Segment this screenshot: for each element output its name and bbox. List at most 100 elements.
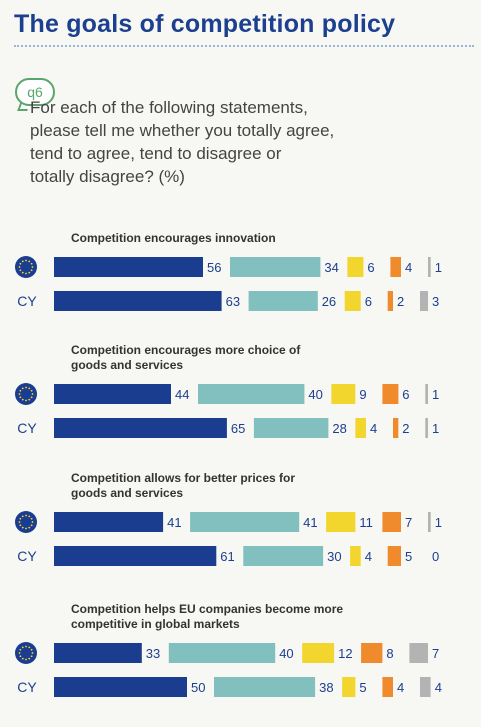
eu-flag-icon — [15, 642, 37, 664]
data-label-dont-know: 1 — [432, 387, 439, 402]
eu-flag-star — [21, 515, 24, 518]
question-badge: q6 — [15, 78, 55, 106]
row-label: CY — [17, 420, 37, 436]
data-label-tend-to-disagree: 6 — [365, 294, 372, 309]
eu-flag-star — [28, 398, 31, 401]
eu-flag-star — [28, 515, 31, 518]
data-label-dont-know: 1 — [432, 421, 439, 436]
data-label-tend-to-agree: 41 — [303, 515, 317, 530]
bar-segment-tend-to-agree — [214, 677, 316, 697]
bar-segment-totally-disagree — [382, 512, 401, 532]
eu-flag-star — [25, 658, 27, 661]
bar-segment-totally-agree — [54, 643, 142, 663]
data-label-totally-disagree: 4 — [405, 260, 412, 275]
data-label-totally-disagree: 5 — [405, 549, 412, 564]
data-label-totally-agree: 50 — [191, 680, 205, 695]
eu-flag-star — [28, 387, 31, 390]
bar-segment-totally-disagree — [390, 257, 401, 277]
eu-flag-star — [25, 514, 27, 517]
eu-flag-star — [25, 527, 27, 530]
bar-segment-tend-to-agree — [253, 418, 329, 438]
bar-segment-tend-to-agree — [190, 512, 300, 532]
bar-segment-totally-agree — [54, 418, 227, 438]
eu-flag-star — [31, 393, 34, 395]
bar-segment-totally-agree — [54, 677, 187, 697]
data-label-dont-know: 4 — [435, 680, 442, 695]
bar-segment-dont-know — [425, 418, 428, 438]
row-label: CY — [17, 548, 37, 564]
data-label-totally-disagree: 8 — [386, 646, 393, 661]
bar-segment-totally-agree — [54, 512, 164, 532]
eu-flag-star — [28, 657, 31, 660]
bar-segment-dont-know — [428, 512, 431, 532]
data-label-tend-to-agree: 38 — [319, 680, 333, 695]
eu-flag-star — [30, 396, 33, 399]
eu-flag-star — [30, 262, 33, 265]
eu-flag-star — [18, 652, 21, 654]
bar-segment-totally-disagree — [387, 546, 401, 566]
eu-flag-star — [19, 524, 22, 527]
data-label-dont-know: 7 — [432, 646, 439, 661]
statement-label: Competition encourages innovation — [71, 231, 276, 245]
bar-segment-totally-agree — [54, 291, 222, 311]
statement-label: Competition encourages more choice of goo… — [71, 343, 301, 372]
data-label-dont-know: 0 — [432, 549, 439, 564]
eu-flag-star — [30, 524, 33, 527]
page-title: The goals of competition policy — [14, 10, 396, 38]
eu-flag-star — [21, 526, 24, 529]
eu-flag-icon — [15, 383, 37, 405]
bar-segment-tend-to-disagree — [344, 291, 361, 311]
data-label-totally-disagree: 2 — [397, 294, 404, 309]
bar-segment-dont-know — [428, 257, 431, 277]
bar-segment-dont-know — [409, 643, 428, 663]
data-label-tend-to-agree: 40 — [308, 387, 322, 402]
bar-segment-tend-to-agree — [243, 546, 324, 566]
bar-segment-dont-know — [425, 384, 428, 404]
data-label-tend-to-disagree: 12 — [338, 646, 352, 661]
bar-segment-totally-agree — [54, 546, 217, 566]
data-label-tend-to-disagree: 11 — [359, 515, 373, 530]
data-label-tend-to-agree: 26 — [322, 294, 336, 309]
data-label-totally-disagree: 6 — [402, 387, 409, 402]
data-label-tend-to-agree: 28 — [332, 421, 346, 436]
eu-flag-star — [30, 269, 33, 272]
data-label-dont-know: 1 — [435, 260, 442, 275]
eu-flag-star — [21, 646, 24, 649]
eu-flag-star — [19, 262, 22, 265]
bar-segment-tend-to-disagree — [347, 257, 364, 277]
eu-flag-star — [31, 652, 34, 654]
bar-segment-dont-know — [420, 291, 428, 311]
bar-segment-totally-disagree — [387, 291, 393, 311]
eu-flag-star — [21, 398, 24, 401]
eu-flag-star — [25, 259, 27, 262]
data-label-dont-know: 1 — [435, 515, 442, 530]
bar-segment-tend-to-disagree — [342, 677, 356, 697]
eu-flag-star — [30, 517, 33, 520]
eu-flag-star — [18, 393, 21, 395]
eu-flag-star — [25, 386, 27, 389]
data-label-totally-disagree: 2 — [402, 421, 409, 436]
eu-flag-star — [19, 396, 22, 399]
data-label-totally-agree: 56 — [207, 260, 221, 275]
data-label-totally-disagree: 4 — [397, 680, 404, 695]
question-text: For each of the following statements, pl… — [30, 98, 335, 186]
eu-flag-star — [19, 517, 22, 520]
eu-flag-star — [19, 655, 22, 658]
eu-flag-star — [28, 526, 31, 529]
bar-segment-tend-to-disagree — [326, 512, 356, 532]
bar-segment-tend-to-agree — [198, 384, 305, 404]
bar-segment-dont-know — [420, 677, 431, 697]
bar-segment-totally-disagree — [393, 418, 399, 438]
eu-flag-star — [31, 266, 34, 268]
eu-flag-star — [30, 648, 33, 651]
eu-flag-star — [28, 646, 31, 649]
bar-segment-totally-agree — [54, 257, 203, 277]
bar-segment-totally-disagree — [382, 384, 399, 404]
eu-flag-star — [28, 260, 31, 263]
bar-segment-totally-disagree — [382, 677, 393, 697]
data-label-tend-to-agree: 34 — [324, 260, 338, 275]
data-label-tend-to-disagree: 5 — [359, 680, 366, 695]
bar-segment-tend-to-disagree — [350, 546, 361, 566]
eu-flag-icon — [15, 256, 37, 278]
